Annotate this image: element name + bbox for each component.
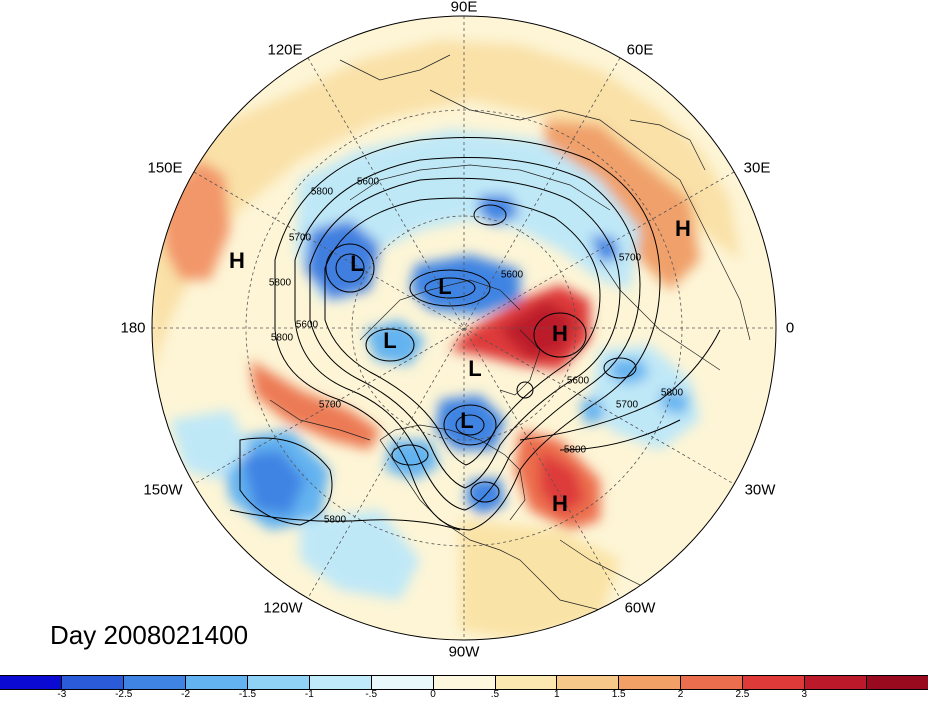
lon-label-60e: 60E <box>626 41 654 59</box>
colorbar-tick-label: 2 <box>677 689 684 700</box>
colorbar-swatch <box>433 676 496 689</box>
contour-label: 5600 <box>357 177 380 188</box>
graticule <box>152 16 776 640</box>
low-pressure-label: L <box>383 328 396 353</box>
low-pressure-label: L <box>350 251 363 276</box>
colorbar-swatch <box>123 676 186 689</box>
lon-label-0: 0 <box>785 319 795 337</box>
lon-label-60w: 60W <box>624 599 656 617</box>
contour-label: 5600 <box>296 320 319 331</box>
map-title: Day 2008021400 <box>50 620 249 650</box>
colorbar <box>0 675 928 690</box>
colorbar-tick-label: -2.5 <box>115 689 133 700</box>
lon-label-120e: 120E <box>267 41 303 59</box>
contour-label: 5600 <box>567 376 590 387</box>
contour-label: 5800 <box>311 187 334 198</box>
contour-label: 5700 <box>619 253 642 264</box>
lon-label-150w: 150W <box>143 481 183 499</box>
contour-label: 5800 <box>661 388 684 399</box>
colorbar-swatch <box>61 676 124 689</box>
coastlines <box>269 54 751 611</box>
colorbar-swatch <box>619 676 682 689</box>
colorbar-tick-label: 3 <box>801 689 808 700</box>
colorbar-tick-label: .5 <box>490 689 500 700</box>
high-pressure-label: H <box>229 248 245 273</box>
colorbar-swatch <box>867 676 928 689</box>
contour-label: 5800 <box>271 333 294 344</box>
colorbar-tick-label: 0 <box>430 689 436 700</box>
colorbar-tick-label: 1.5 <box>611 689 626 700</box>
high-pressure-label: H <box>552 491 568 516</box>
contour-label: 5700 <box>319 400 342 411</box>
contour-label: 5700 <box>289 233 312 244</box>
colorbar-swatch <box>495 676 558 689</box>
lon-label-150e: 150E <box>147 159 183 177</box>
lon-label-90e: 90E <box>450 0 478 16</box>
contour-label: 5800 <box>564 445 587 456</box>
lon-label-120w: 120W <box>263 599 303 617</box>
colorbar-tick-label: -1.5 <box>238 689 257 700</box>
colorbar-tick-labels: -3 -2.5 -2 -1.5 -1 -.5 0 .5 1 1.5 2 2.5 3 <box>0 689 928 702</box>
contour-labels: 5800560057005800560058005700570056005700… <box>269 177 684 526</box>
colorbar-swatch <box>743 676 806 689</box>
colorbar-tick-label: -3 <box>57 689 67 700</box>
contour-label: 5800 <box>324 515 347 526</box>
contour-label: 5600 <box>501 270 524 281</box>
colorbar-swatch <box>681 676 744 689</box>
colorbar-tick-label: 2.5 <box>735 689 750 700</box>
colorbar-swatch <box>247 676 310 689</box>
colorbar-swatch <box>557 676 620 689</box>
colorbar-swatch <box>0 676 62 689</box>
colorbar-tick-label: 1 <box>554 689 560 700</box>
colorbar-swatch <box>309 676 372 689</box>
lon-label-90w: 90W <box>448 643 480 661</box>
colorbar-tick-label: -2 <box>181 689 191 700</box>
map-boundary <box>151 15 777 641</box>
low-pressure-label: L <box>468 356 481 381</box>
contour-label: 5700 <box>616 400 639 411</box>
colorbar-swatch <box>185 676 248 689</box>
colorbar-tick-label: -.5 <box>365 689 378 700</box>
colorbar-swatch <box>371 676 434 689</box>
lon-label-180: 180 <box>120 319 146 337</box>
colorbar-tick-label: -1 <box>304 689 314 700</box>
low-pressure-label: L <box>438 274 451 299</box>
contour-label: 5800 <box>269 278 292 289</box>
lon-label-30e: 30E <box>743 159 771 177</box>
high-pressure-label: H <box>675 216 691 241</box>
lon-label-30w: 30W <box>744 481 776 499</box>
high-pressure-label: H <box>552 321 568 346</box>
colorbar-swatch <box>805 676 868 689</box>
low-pressure-label: L <box>460 408 473 433</box>
pressure-centers: H H H H L L L L L <box>229 216 691 516</box>
